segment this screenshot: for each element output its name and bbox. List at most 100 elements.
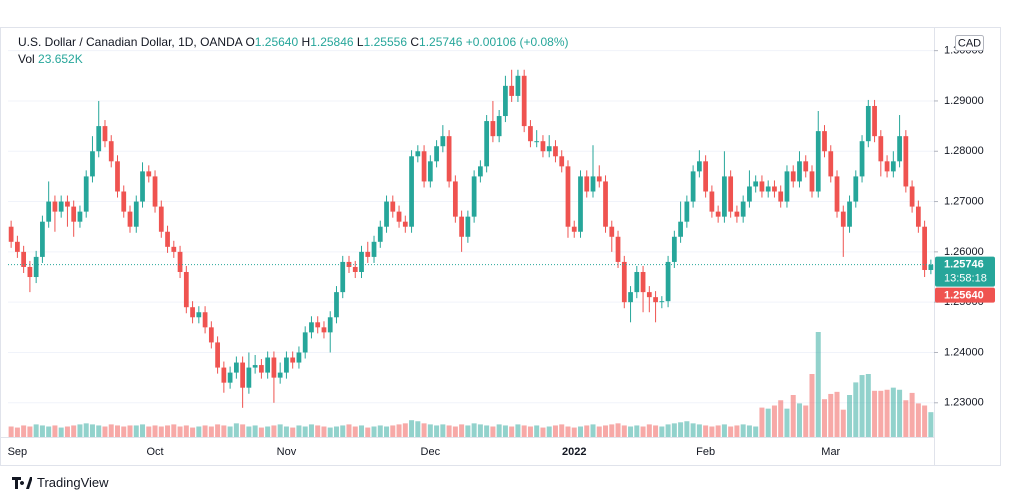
candle-body — [409, 156, 414, 227]
legend-row: U.S. Dollar / Canadian Dollar, 1D, OANDA… — [18, 34, 569, 51]
candle-body — [490, 121, 496, 137]
candle-body — [108, 141, 114, 162]
volume-bar — [114, 425, 120, 437]
volume-bar — [603, 425, 609, 437]
volume-bar — [340, 425, 346, 437]
volume-bar — [258, 427, 264, 437]
candle-body — [40, 221, 45, 257]
volume-bar — [183, 425, 189, 437]
candle-body — [27, 266, 33, 278]
volume-value: 23.652K — [38, 52, 83, 66]
candle-body — [240, 362, 246, 388]
volume-bar — [302, 426, 308, 437]
volume-bar — [465, 425, 471, 437]
candle-body — [471, 176, 477, 217]
volume-bar — [202, 425, 208, 437]
candle-body — [503, 85, 508, 117]
candle-body — [590, 176, 596, 192]
candle-body — [465, 216, 471, 237]
candle-body — [684, 201, 690, 222]
candle-body — [271, 357, 277, 378]
candle-body — [715, 211, 721, 217]
volume-bar — [872, 390, 878, 437]
candle-body — [96, 126, 102, 152]
volume-bar — [890, 387, 896, 437]
legend-value: 1.25746 — [419, 35, 463, 49]
candle-body — [609, 226, 615, 237]
volume-bar — [728, 426, 734, 437]
volume-bar — [171, 424, 177, 437]
volume-bar — [471, 423, 477, 437]
volume-bar — [346, 424, 352, 437]
candle-body — [765, 186, 771, 192]
brand: TradingView — [37, 475, 109, 490]
volume-bar — [390, 425, 396, 437]
volume-bar — [246, 426, 252, 437]
candle-body — [65, 201, 70, 207]
volume-bar — [847, 395, 853, 437]
volume-bar — [784, 408, 790, 437]
volume-bar — [678, 422, 684, 437]
candle-body — [521, 75, 527, 127]
candle-body — [171, 246, 177, 252]
volume-bar — [740, 424, 746, 437]
candle-body — [115, 161, 120, 192]
volume-bar — [928, 412, 934, 437]
volume-bar — [415, 421, 421, 437]
x-tick-label: 2022 — [562, 446, 586, 458]
candle-body — [352, 266, 358, 272]
volume-bar — [590, 424, 596, 437]
candle-body — [809, 171, 815, 192]
candle-body — [390, 201, 396, 212]
volume-bar — [421, 423, 427, 437]
y-tick-label: 1.23000 — [944, 397, 984, 409]
volume-bar — [308, 424, 314, 437]
candle-body — [734, 211, 740, 217]
volume-bar — [759, 407, 765, 437]
volume-bar — [365, 427, 371, 437]
volume-bar — [384, 426, 390, 437]
volume-bar — [409, 420, 415, 437]
volume-bar — [459, 424, 465, 437]
candle-body — [797, 161, 802, 182]
candle-body — [296, 352, 302, 363]
x-tick-label: Oct — [146, 446, 163, 458]
candle-body — [853, 176, 859, 202]
volume-bar — [753, 426, 759, 437]
x-tick-label: Dec — [421, 446, 441, 458]
volume-bar — [227, 426, 233, 437]
volume-bar — [121, 426, 127, 437]
volume-bar — [915, 403, 921, 437]
candle-body — [359, 251, 364, 272]
volume-bar — [665, 424, 671, 437]
candle-body — [640, 271, 646, 293]
candle-body — [384, 201, 389, 227]
volume-bar — [565, 426, 571, 437]
candle-body — [665, 261, 671, 302]
candle-body — [221, 367, 227, 383]
volume-bar — [771, 405, 777, 437]
volume-bar — [177, 426, 183, 437]
candle-body — [484, 121, 490, 167]
last-price-label: 1.25746 — [944, 259, 984, 271]
volume-bar — [208, 426, 214, 437]
candle-body — [603, 181, 608, 227]
volume-bar — [584, 425, 590, 437]
volume-bar — [140, 424, 146, 437]
volume-bar — [715, 425, 721, 437]
candle-body — [284, 357, 289, 373]
volume-bar — [352, 426, 358, 437]
candle-body — [340, 261, 346, 293]
y-tick-label: 1.27000 — [944, 195, 984, 207]
volume-bar — [146, 426, 152, 437]
volume-row: Vol 23.652K — [18, 51, 569, 68]
volume-bar — [233, 423, 239, 437]
volume-bar — [377, 425, 383, 437]
candle-body — [478, 166, 483, 177]
volume-bar — [252, 425, 258, 437]
legend-value: 1.25846 — [310, 35, 354, 49]
candle-body — [365, 251, 371, 257]
candle-body — [321, 327, 327, 333]
volume-bar — [190, 427, 196, 437]
